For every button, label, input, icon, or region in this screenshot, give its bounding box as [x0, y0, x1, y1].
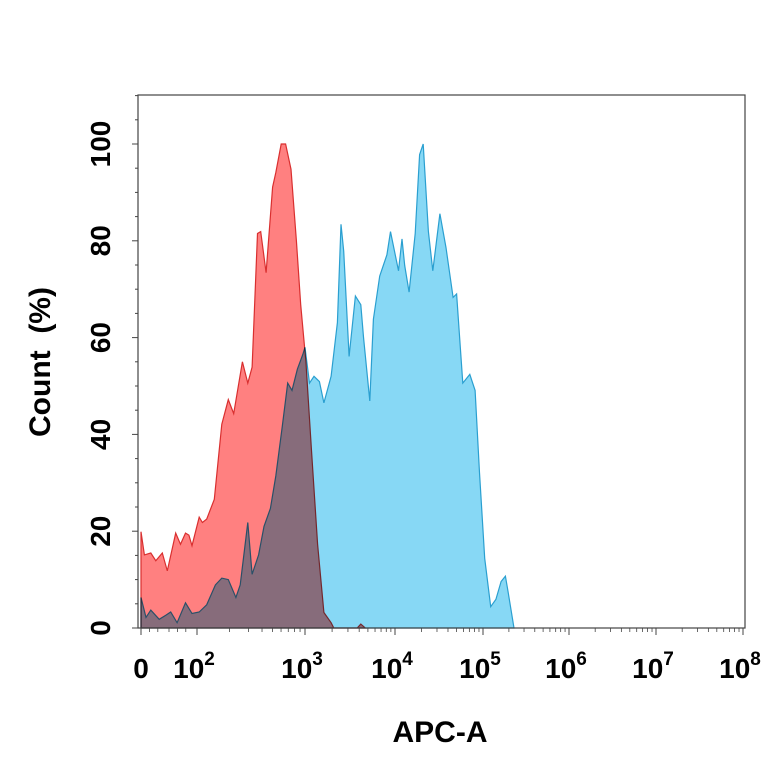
x-tick-label: 102: [173, 649, 215, 684]
y-tick-label: 80: [85, 225, 116, 256]
x-tick-labels: 0 102 103 104 105 106 107 108: [133, 649, 761, 684]
x-tick-label: 0: [133, 653, 149, 684]
y-tick-labels: 0 20 40 60 80 100: [85, 121, 116, 636]
y-tick-label: 0: [85, 620, 116, 636]
y-tick-label: 40: [85, 419, 116, 450]
ticks-layer: [132, 95, 744, 635]
x-axis-title: APC-A: [393, 716, 488, 749]
y-tick-label: 100: [85, 121, 116, 168]
series-sample-area: [140, 143, 515, 629]
x-tick-label: 103: [281, 649, 323, 684]
x-tick-label: 106: [545, 649, 587, 684]
x-tick-label: 105: [459, 649, 501, 684]
x-tick-label: 108: [719, 649, 761, 684]
x-tick-label: 107: [632, 649, 674, 684]
y-axis-title: Count (%): [24, 287, 57, 437]
x-tick-label: 104: [371, 649, 413, 684]
series-layer: [140, 143, 515, 629]
y-tick-label: 20: [85, 516, 116, 547]
y-tick-label: 60: [85, 322, 116, 353]
